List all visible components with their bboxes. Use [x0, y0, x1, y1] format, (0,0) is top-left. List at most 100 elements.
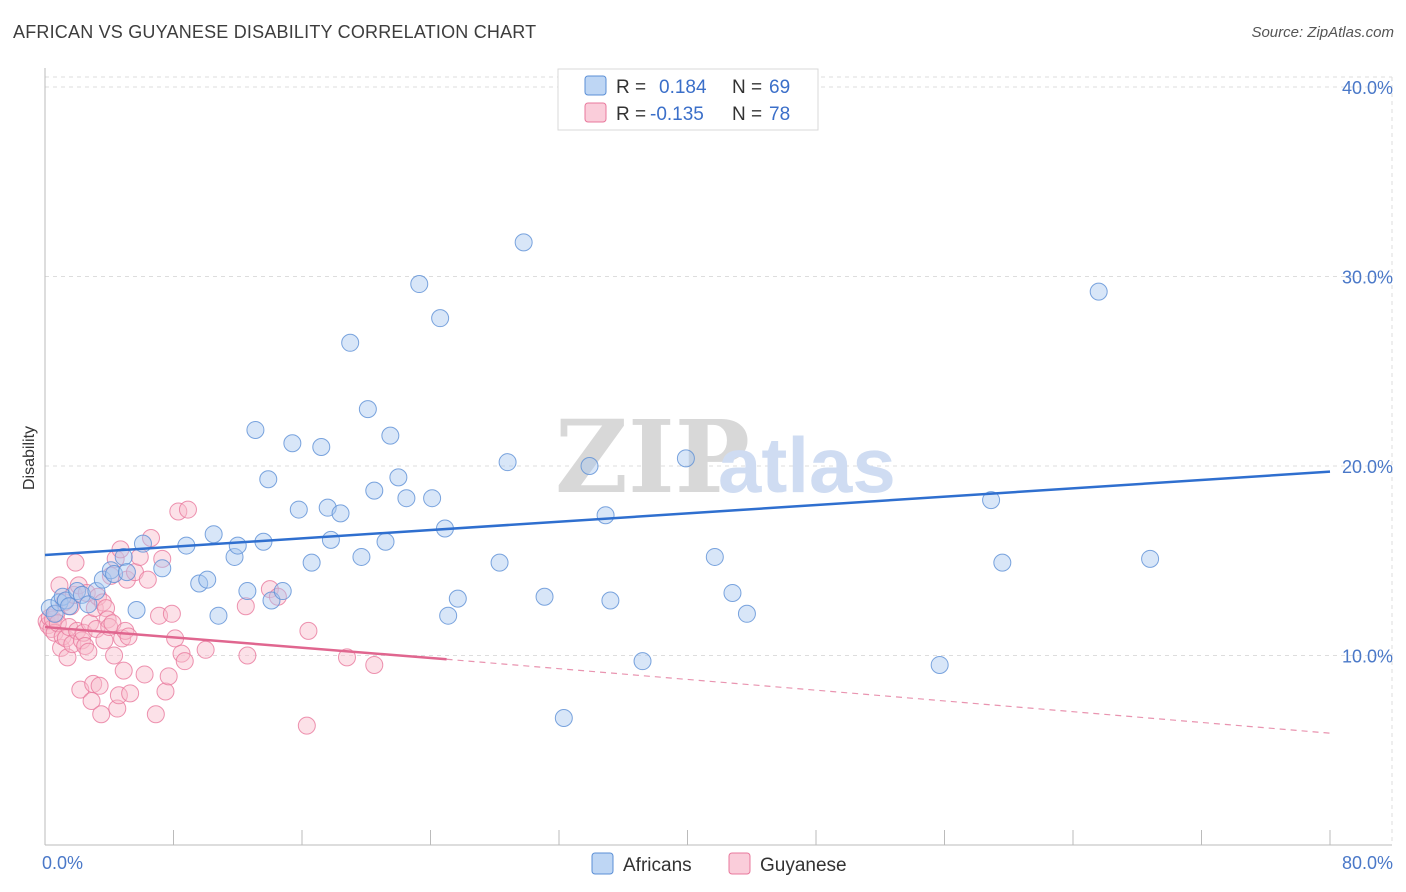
watermark: ZIP atlas: [555, 398, 896, 516]
guyanese-point: [337, 648, 356, 667]
y-tick-label-40: 40.0%: [1342, 78, 1393, 98]
guyanese-point: [135, 665, 154, 684]
guyanese-point: [121, 684, 140, 703]
africans-point: [72, 585, 91, 604]
africans-point: [431, 309, 450, 328]
guyanese-point: [299, 621, 318, 640]
guyanese-point: [84, 674, 103, 693]
guyanese-trend-line: [44, 625, 447, 661]
africans-point: [153, 559, 172, 578]
guyanese-point: [72, 631, 91, 650]
africans-point: [114, 547, 133, 566]
guyanese-point: [196, 640, 215, 659]
africans-point: [352, 547, 371, 566]
bottom-legend-swatch-guyanese: [728, 852, 751, 875]
source-label: Source: ZipAtlas.com: [1251, 24, 1394, 41]
guyanese-point: [159, 667, 178, 686]
guyanese-point: [236, 597, 255, 616]
legend-n-label-africans: N =: [732, 77, 762, 98]
africans-point: [321, 530, 340, 549]
guyanese-point: [58, 648, 77, 667]
africans-point: [439, 606, 458, 625]
guyanese-point: [175, 652, 194, 671]
legend-swatch-africans: [584, 75, 607, 96]
africans-point: [514, 233, 533, 252]
guyanese-point: [116, 621, 135, 640]
bottom-legend-guyanese: Guyanese: [760, 855, 847, 876]
y-tick-labels: 10.0% 20.0% 30.0% 40.0%: [1342, 78, 1393, 667]
africans-point: [87, 582, 106, 601]
africans-point: [225, 547, 244, 566]
guyanese-point: [76, 637, 95, 656]
chart-title: AFRICAN VS GUYANESE DISABILITY CORRELATI…: [13, 22, 537, 42]
africans-point: [381, 426, 400, 445]
y-tick-label-20: 20.0%: [1342, 457, 1393, 477]
africans-trend-line: [44, 470, 1331, 557]
y-tick-label-30: 30.0%: [1342, 267, 1393, 287]
africans-point: [737, 604, 756, 623]
africans-point: [498, 453, 517, 472]
africans-point: [273, 582, 292, 601]
trend-lines: [44, 470, 1331, 734]
guyanese-point: [156, 682, 175, 701]
guyanese-point: [109, 686, 128, 705]
guyanese-points: [37, 500, 384, 735]
africans-point: [79, 595, 98, 614]
africans-point: [341, 333, 360, 352]
africans-point: [580, 456, 599, 475]
grid-lines: [45, 76, 1393, 845]
guyanese-point: [162, 604, 181, 623]
guyanese-trend-extension: [446, 658, 1331, 734]
axes: [44, 68, 1392, 846]
africans-point: [127, 601, 146, 620]
guyanese-point: [90, 676, 109, 695]
series-legend: Africans Guyanese: [591, 852, 847, 876]
africans-point: [331, 504, 350, 523]
africans-point: [601, 591, 620, 610]
africans-point: [283, 434, 302, 453]
legend-r-value-guyanese: -0.135: [650, 104, 704, 125]
bottom-legend-africans: Africans: [623, 855, 692, 876]
guyanese-point: [365, 655, 384, 674]
africans-points: [40, 233, 1160, 728]
bottom-legend-swatch-africans: [591, 852, 614, 875]
africans-point: [448, 589, 467, 608]
africans-point: [40, 599, 59, 618]
guyanese-point: [93, 593, 112, 612]
africans-point: [376, 532, 395, 551]
guyanese-point: [238, 646, 257, 665]
legend-n-value-africans: 69: [769, 77, 790, 98]
africans-point: [676, 449, 695, 468]
guyanese-point: [66, 553, 85, 572]
guyanese-point: [146, 705, 165, 724]
africans-point: [723, 583, 742, 602]
africans-point: [930, 655, 949, 674]
correlation-legend: R = 0.184 N = 69 R = -0.135 N = 78: [557, 68, 819, 131]
y-axis-label: Disability: [21, 426, 38, 490]
africans-point: [633, 652, 652, 671]
africans-point: [1089, 282, 1108, 301]
africans-point: [365, 481, 384, 500]
africans-point: [289, 500, 308, 519]
legend-swatch-guyanese: [584, 102, 607, 123]
africans-point: [228, 536, 247, 555]
guyanese-point: [178, 500, 197, 519]
africans-point: [246, 420, 265, 439]
africans-point: [423, 489, 442, 508]
legend-r-value-africans: 0.184: [659, 77, 707, 98]
africans-point: [389, 468, 408, 487]
africans-point: [50, 593, 69, 612]
africans-point: [259, 470, 278, 489]
guyanese-point: [138, 570, 157, 589]
guyanese-point: [297, 716, 316, 735]
africans-point: [358, 400, 377, 419]
africans-point: [238, 582, 257, 601]
africans-point: [705, 547, 724, 566]
x-tick-label-max: 80.0%: [1342, 853, 1393, 873]
africans-point: [204, 525, 223, 544]
africans-point: [397, 489, 416, 508]
watermark-atlas: atlas: [718, 421, 896, 509]
africans-point: [45, 604, 64, 623]
y-tick-label-10: 10.0%: [1342, 646, 1393, 666]
